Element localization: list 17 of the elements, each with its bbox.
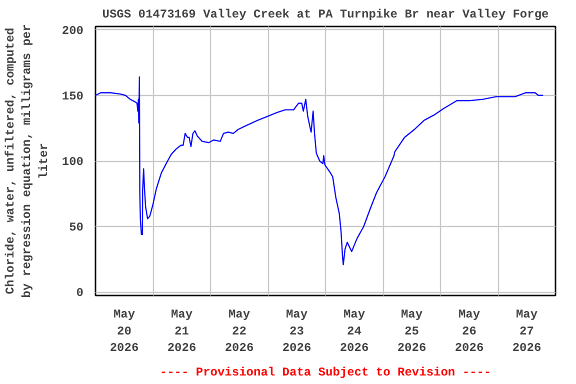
y-tick-label: 200 xyxy=(62,24,84,38)
text: ---- Provisional Data Subject to Revision ---- xyxy=(160,366,492,380)
y-tick-label: 100 xyxy=(62,155,84,169)
x-tick-label: May 27 2026 xyxy=(512,308,542,356)
chart-title: USGS 01473169 Valley Creek at PA Turnpike Br near Valley Forge xyxy=(102,8,549,22)
x-tick-label: May 26 2026 xyxy=(454,308,484,356)
y-axis-title: Chloride, water, unfiltered, computed by regression equation, milligrams per liter xyxy=(3,24,51,298)
x-tick-label: May 21 2026 xyxy=(167,308,196,356)
x-tick-label: May 20 2026 xyxy=(110,308,139,356)
y-tick-label: 50 xyxy=(69,220,84,235)
x-tick-label: May 23 2026 xyxy=(282,308,312,356)
x-tick-label: May 22 2026 xyxy=(224,308,254,356)
x-tick-label: May 25 2026 xyxy=(397,308,426,356)
x-tick-label: May 24 2026 xyxy=(340,308,369,356)
line-series xyxy=(96,76,544,266)
y-tick-label: 0 xyxy=(76,286,84,300)
y-tick-label: 150 xyxy=(62,89,84,104)
